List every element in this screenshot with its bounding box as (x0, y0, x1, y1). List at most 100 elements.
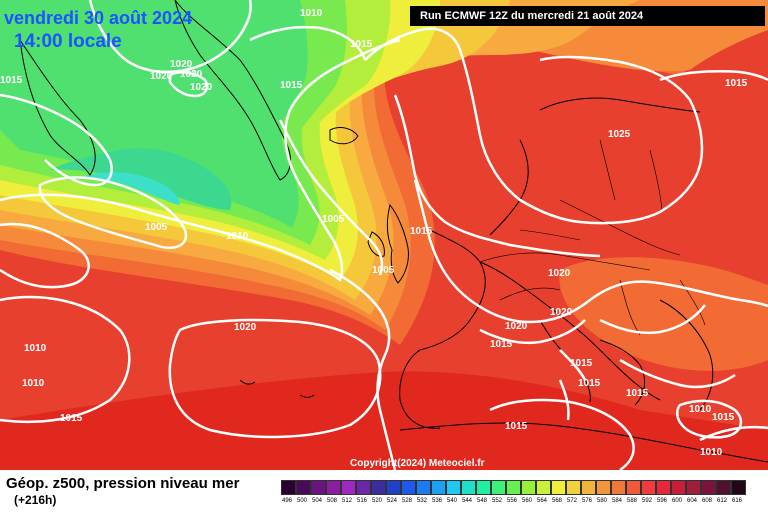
legend-swatch (491, 480, 506, 495)
legend-label: 548 (477, 498, 488, 504)
isobar-label: 1015 (505, 421, 528, 432)
legend-swatch (551, 480, 566, 495)
copyright-text: Copyright(2024) Meteociel.fr (350, 458, 485, 469)
legend-swatch (311, 480, 326, 495)
legend-swatch (686, 480, 701, 495)
legend-label: 580 (597, 498, 608, 504)
legend-swatch (296, 480, 311, 495)
legend-swatch (611, 480, 626, 495)
legend-label: 588 (627, 498, 638, 504)
legend-swatch (341, 480, 356, 495)
legend-swatch (701, 480, 716, 495)
legend-label: 576 (582, 498, 593, 504)
legend-label: 532 (417, 498, 428, 504)
legend-swatch (506, 480, 521, 495)
isobar-label: 1015 (0, 75, 23, 86)
legend-label: 516 (357, 498, 368, 504)
forecast-map: 1010 1015 1015 1020 1020 1020 1020 1015 … (0, 0, 768, 470)
legend-swatch (641, 480, 656, 495)
forecast-date: vendredi 30 août 2024 (4, 8, 193, 28)
isobars (0, 0, 768, 470)
legend-swatch (461, 480, 476, 495)
legend-label: 552 (492, 498, 503, 504)
legend-label: 608 (702, 498, 713, 504)
legend-swatch (281, 480, 296, 495)
legend-swatch (716, 480, 731, 495)
legend-label: 564 (537, 498, 548, 504)
isobar-label: 1010 (300, 8, 323, 19)
isobar-label: 1015 (626, 388, 649, 399)
legend-label: 512 (342, 498, 353, 504)
legend-label: 500 (297, 498, 308, 504)
legend-swatch (476, 480, 491, 495)
legend-label: 568 (552, 498, 563, 504)
legend-label: 592 (642, 498, 653, 504)
isobar-label: 1010 (226, 231, 249, 242)
legend-swatch (671, 480, 686, 495)
legend-swatch (371, 480, 386, 495)
legend-label: 536 (432, 498, 443, 504)
legend-swatch (596, 480, 611, 495)
isobar-label: 1010 (700, 447, 723, 458)
isobar-label: 1005 (145, 222, 168, 233)
legend-swatch (731, 480, 746, 495)
isobar-label: 1015 (280, 80, 303, 91)
legend-swatch (566, 480, 581, 495)
model-run-banner: Run ECMWF 12Z du mercredi 21 août 2024 (410, 6, 765, 26)
isobar-labels: 1010 1015 1015 1020 1020 1020 1020 1015 … (0, 8, 748, 458)
legend-label: 520 (372, 498, 383, 504)
isobar-label: 1005 (372, 265, 395, 276)
legend-swatch (446, 480, 461, 495)
isobar-label: 1020 (505, 321, 528, 332)
isobar-label: 1015 (350, 39, 373, 50)
isobar-label: 1015 (410, 226, 433, 237)
isobar-label: 1020 (550, 307, 573, 318)
legend-label: 496 (282, 498, 293, 504)
legend-swatch (581, 480, 596, 495)
isobar-label: 1020 (190, 82, 213, 93)
lead-time: (+216h) (14, 493, 57, 507)
isobar-label: 1010 (689, 404, 712, 415)
legend-label: 504 (312, 498, 323, 504)
legend-label: 544 (462, 498, 473, 504)
legend-swatch (431, 480, 446, 495)
isobar-label: 1015 (578, 378, 601, 389)
legend-label: 524 (387, 498, 398, 504)
color-scale-legend: 496 500 504 508 512 516 520 524 528 532 536 540 544 5… (281, 480, 747, 508)
isobar-label: 1015 (60, 413, 83, 424)
legend-label: 540 (447, 498, 458, 504)
legend-swatch (326, 480, 341, 495)
forecast-local-time: 14:00 locale (14, 31, 122, 52)
legend-label: 600 (672, 498, 683, 504)
legend-swatch (416, 480, 431, 495)
isobar-label: 1005 (322, 214, 345, 225)
legend-label: 604 (687, 498, 698, 504)
isobar-label: 1015 (725, 78, 748, 89)
isobar-label: 1025 (608, 129, 631, 140)
parameter-title: Géop. z500, pression niveau mer (6, 475, 240, 492)
isobar-label: 1020 (234, 322, 257, 333)
legend-label: 596 (657, 498, 668, 504)
legend-swatch (626, 480, 641, 495)
isobar-label: 1020 (150, 71, 173, 82)
legend-label: 560 (522, 498, 533, 504)
legend-label: 616 (732, 498, 743, 504)
isobar-label: 1020 (170, 59, 193, 70)
isobar-label: 1020 (180, 69, 203, 80)
legend-label: 584 (612, 498, 623, 504)
legend-label: 508 (327, 498, 338, 504)
isobar-label: 1010 (24, 343, 47, 354)
band-deep-red-south (0, 371, 768, 470)
legend-swatch (356, 480, 371, 495)
isobar-label: 1015 (570, 358, 593, 369)
legend-label: 572 (567, 498, 578, 504)
isobar-label: 1015 (490, 339, 513, 350)
band-orange-east (559, 257, 768, 371)
legend-label: 528 (402, 498, 413, 504)
legend-swatch (386, 480, 401, 495)
band-cyan (70, 172, 180, 205)
isobar-label: 1015 (712, 412, 735, 423)
isobar-label: 1020 (548, 268, 571, 279)
band-green (0, 0, 308, 228)
